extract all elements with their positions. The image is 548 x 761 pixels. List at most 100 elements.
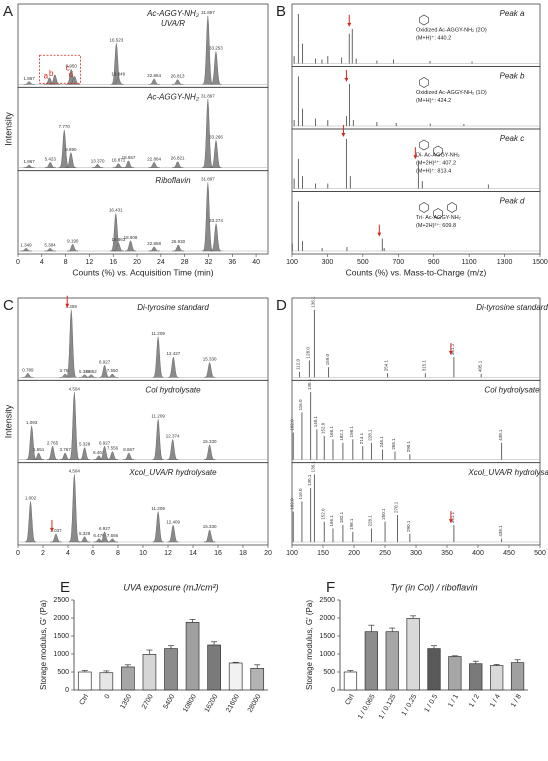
peak-label: 18.557 [122, 155, 136, 160]
peak [106, 451, 119, 460]
peak-label: 12.409 [166, 519, 180, 524]
y-tick-label: 1500 [53, 633, 69, 640]
arrow-head [448, 519, 453, 524]
peak [123, 452, 135, 460]
arrow-head [448, 351, 453, 356]
annotation: Oxidized Ac-AGGY-NH₂ (2O) [416, 28, 487, 34]
y-tick-label: 500 [323, 669, 335, 676]
peak-label: 12.427 [166, 351, 180, 356]
peak-label: 102.0 [289, 498, 294, 510]
peak-label: 152.0 [320, 422, 325, 434]
bar [510, 662, 525, 691]
panel-letter: C [3, 297, 14, 314]
x-tick-label: 12 [164, 550, 172, 557]
peak-label: 31.897 [201, 10, 215, 15]
trace-title: Di-tyrosine standard [476, 303, 548, 312]
peak-label: 3.037 [50, 528, 62, 533]
peak [91, 164, 104, 168]
bar [364, 631, 378, 691]
x-tick-label: 1350 [119, 693, 133, 710]
peak-label: 1.002 [25, 496, 37, 501]
peak-label: 8.950 [66, 63, 78, 68]
peak-label: 11.209 [151, 331, 165, 336]
peak-label: 130.1 [307, 378, 312, 390]
peak-label: 16.849 [111, 72, 125, 77]
structure-ring [419, 139, 429, 151]
x-tick-label: 10800 [182, 693, 198, 713]
peak-label: 198.1 [349, 426, 354, 438]
x-tick-label: 16 [214, 550, 222, 557]
y-tick-label: 500 [57, 669, 69, 676]
bar [250, 668, 265, 691]
bar [121, 666, 135, 691]
trace-title: Col hydrolysate [484, 385, 540, 394]
peak-label: 6.927 [99, 359, 111, 364]
x-tick-label: 10 [139, 550, 147, 557]
trace-title: Ac-AGGY-NH₂ [146, 92, 199, 101]
y-axis-label: Intensity [3, 112, 13, 146]
x-tick-label: 14 [189, 550, 197, 557]
y-tick-label: 2500 [53, 597, 69, 604]
peak-label: 361.1 [450, 511, 455, 523]
y-axis-label: Storage modulus, G' (Pa) [305, 600, 314, 690]
x-tick-label: 16 [109, 259, 117, 266]
x-tick-label: 16200 [204, 693, 220, 713]
peak [167, 356, 179, 378]
peak-label: 5.852 [86, 369, 98, 374]
x-tick-label: 1300 [497, 259, 513, 266]
peak-label: 12.374 [166, 434, 180, 439]
peak-label: 31.897 [201, 93, 215, 98]
annotation: (M+H)⁺: 440.2 [416, 35, 451, 42]
arrow-head [413, 155, 418, 160]
x-tick-label: 8 [116, 550, 120, 557]
peak-label: 15.330 [203, 524, 217, 529]
trace-title: Riboflavin [155, 176, 191, 185]
x-tick-label: 0 [104, 693, 112, 700]
x-tick-label: 350 [441, 550, 453, 557]
x-tick-label: Ctrl [79, 693, 91, 706]
peak-label: 15.330 [203, 439, 217, 444]
chart-title: Tyr (in Col) / riboflavin [390, 582, 477, 592]
chart-title: UVA exposure (mJ/cm²) [123, 582, 218, 592]
peak-label: 26.821 [171, 156, 185, 161]
peak-label: 290.1 [406, 520, 411, 532]
arrow-head [344, 77, 349, 82]
x-tick-label: 700 [392, 259, 404, 266]
peak-label: 136.1 [311, 461, 316, 473]
peak [204, 361, 216, 378]
x-axis-label: Counts (%) vs. Mass-to-Charge (m/z) [346, 267, 487, 277]
x-tick-label: 2700 [141, 693, 155, 710]
peak [124, 240, 137, 252]
peak [22, 373, 34, 378]
x-tick-label: 20 [264, 550, 272, 557]
peak-label: 6.463 [93, 450, 105, 455]
x-tick-label: 1500 [532, 259, 548, 266]
x-tick-label: 300 [322, 259, 334, 266]
peak-label: 1.093 [26, 420, 38, 425]
peak-label: 16.431 [109, 208, 123, 213]
x-tick-label: 1 / 0.065 [357, 693, 377, 720]
peak-label: 6.476 [93, 533, 105, 538]
trace-frame [17, 3, 269, 88]
peak-label: 16.523 [109, 37, 123, 42]
peak-label: 166.1 [329, 515, 334, 527]
x-tick-label: 1 / 0.5 [424, 693, 440, 713]
peak-label: 5.423 [45, 156, 57, 161]
peak-label: 5.328 [79, 442, 91, 447]
x-tick-label: 1 / 4 [489, 693, 502, 708]
peak-label: 116.0 [298, 488, 303, 499]
x-tick-label: 300 [410, 550, 422, 557]
x-tick-label: 4 [40, 259, 44, 266]
peak-label: 11.209 [151, 413, 165, 418]
bar [448, 656, 462, 691]
peak-label: 246.1 [379, 436, 384, 448]
y-tick-label: 2000 [53, 615, 69, 622]
bar [427, 648, 441, 691]
trace-title: Peak b [500, 72, 525, 81]
x-tick-label: 40 [252, 259, 260, 266]
peak-label: 5.384 [44, 242, 56, 247]
bar [99, 672, 114, 691]
peak-label: 8.867 [123, 447, 135, 452]
peak [210, 223, 222, 252]
